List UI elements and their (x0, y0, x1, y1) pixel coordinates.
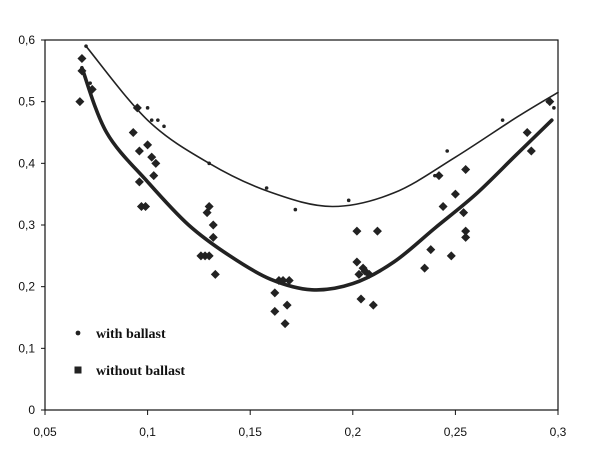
diamond-point (461, 226, 471, 236)
diamond-point (426, 245, 436, 255)
y-tick-label: 0,4 (18, 156, 35, 170)
dot-point (264, 186, 269, 190)
diamond-point (132, 103, 142, 113)
y-tick-label: 0,6 (18, 33, 35, 47)
trend-line-series-1 (80, 65, 554, 292)
diamond-point (77, 54, 87, 63)
diamond-point (147, 152, 157, 162)
diamond-point (128, 128, 138, 137)
dot-point (445, 149, 449, 153)
diamond-point (450, 189, 460, 199)
diamond-point (143, 140, 153, 150)
diamond-point (204, 202, 214, 211)
diamond-point (434, 171, 444, 181)
diamond-point (368, 300, 378, 310)
diamond-point (77, 66, 87, 76)
dot-point (293, 207, 298, 212)
legend-marker-dot (75, 330, 81, 336)
diamond-point (459, 208, 469, 218)
diamond-point (461, 165, 471, 174)
y-tick-label: 0 (28, 403, 35, 417)
legend: with ballast without ballast (74, 327, 185, 379)
x-tick-label: 0,25 (444, 425, 468, 439)
diamond-point (141, 202, 151, 211)
x-axis-ticks: 0,05 0,1 0,15 0,2 0,25 0,3 (33, 410, 567, 439)
diamond-point (270, 288, 280, 298)
y-tick-label: 0,1 (18, 341, 35, 355)
diamond-point (208, 232, 218, 242)
diamond-point (75, 97, 85, 107)
legend-label: without ballast (96, 364, 185, 379)
dot-point (346, 198, 351, 203)
diamond-point (438, 202, 448, 211)
diamond-point (522, 128, 532, 137)
y-tick-label: 0,5 (18, 95, 35, 109)
legend-marker-square (74, 366, 82, 374)
diamond-point (526, 146, 536, 156)
diamond-point (151, 158, 161, 168)
diamond-point (278, 276, 288, 285)
y-axis-ticks: 0 0,1 0,2 0,3 0,4 0,5 0,6 (18, 33, 45, 417)
diamond-point (461, 232, 471, 242)
x-tick-label: 0,1 (139, 425, 156, 439)
diamond-point (204, 251, 214, 261)
x-tick-label: 0,05 (33, 425, 57, 439)
diamond-point (208, 220, 218, 230)
diamond-point (87, 84, 97, 94)
diamond-point (210, 269, 220, 279)
trend-line-series-0 (85, 45, 559, 208)
legend-label: with ballast (96, 327, 166, 342)
diamond-point (545, 97, 555, 107)
x-tick-label: 0,15 (239, 425, 263, 439)
diamond-point (134, 177, 144, 187)
diamond-point (270, 306, 280, 316)
dot-point (207, 161, 211, 166)
diamond-point (356, 294, 366, 304)
diamond-point (149, 171, 159, 181)
diamond-point (364, 269, 374, 279)
dot-point (149, 118, 154, 122)
dot-point (84, 44, 88, 48)
x-tick-label: 0,3 (550, 425, 567, 439)
data-points (75, 44, 556, 329)
diamond-point (420, 263, 430, 273)
dot-point (500, 118, 505, 122)
diamond-point (280, 319, 290, 329)
diamond-point (354, 269, 364, 279)
dot-point (162, 124, 166, 129)
dot-point (552, 106, 556, 110)
y-tick-label: 0,3 (18, 218, 35, 232)
dot-point (156, 118, 160, 122)
dot-point (145, 106, 150, 110)
diamond-point (352, 257, 362, 267)
diamond-point (352, 226, 362, 236)
plot-frame (44, 39, 559, 411)
diamond-point (282, 300, 292, 310)
dot-point (88, 81, 92, 85)
trend-lines (80, 45, 559, 292)
y-tick-label: 0,2 (18, 280, 35, 294)
diamond-point (284, 276, 294, 285)
x-tick-label: 0,2 (344, 425, 361, 439)
diamond-point (134, 146, 144, 156)
diamond-point (372, 226, 382, 236)
diamond-point (446, 251, 456, 261)
